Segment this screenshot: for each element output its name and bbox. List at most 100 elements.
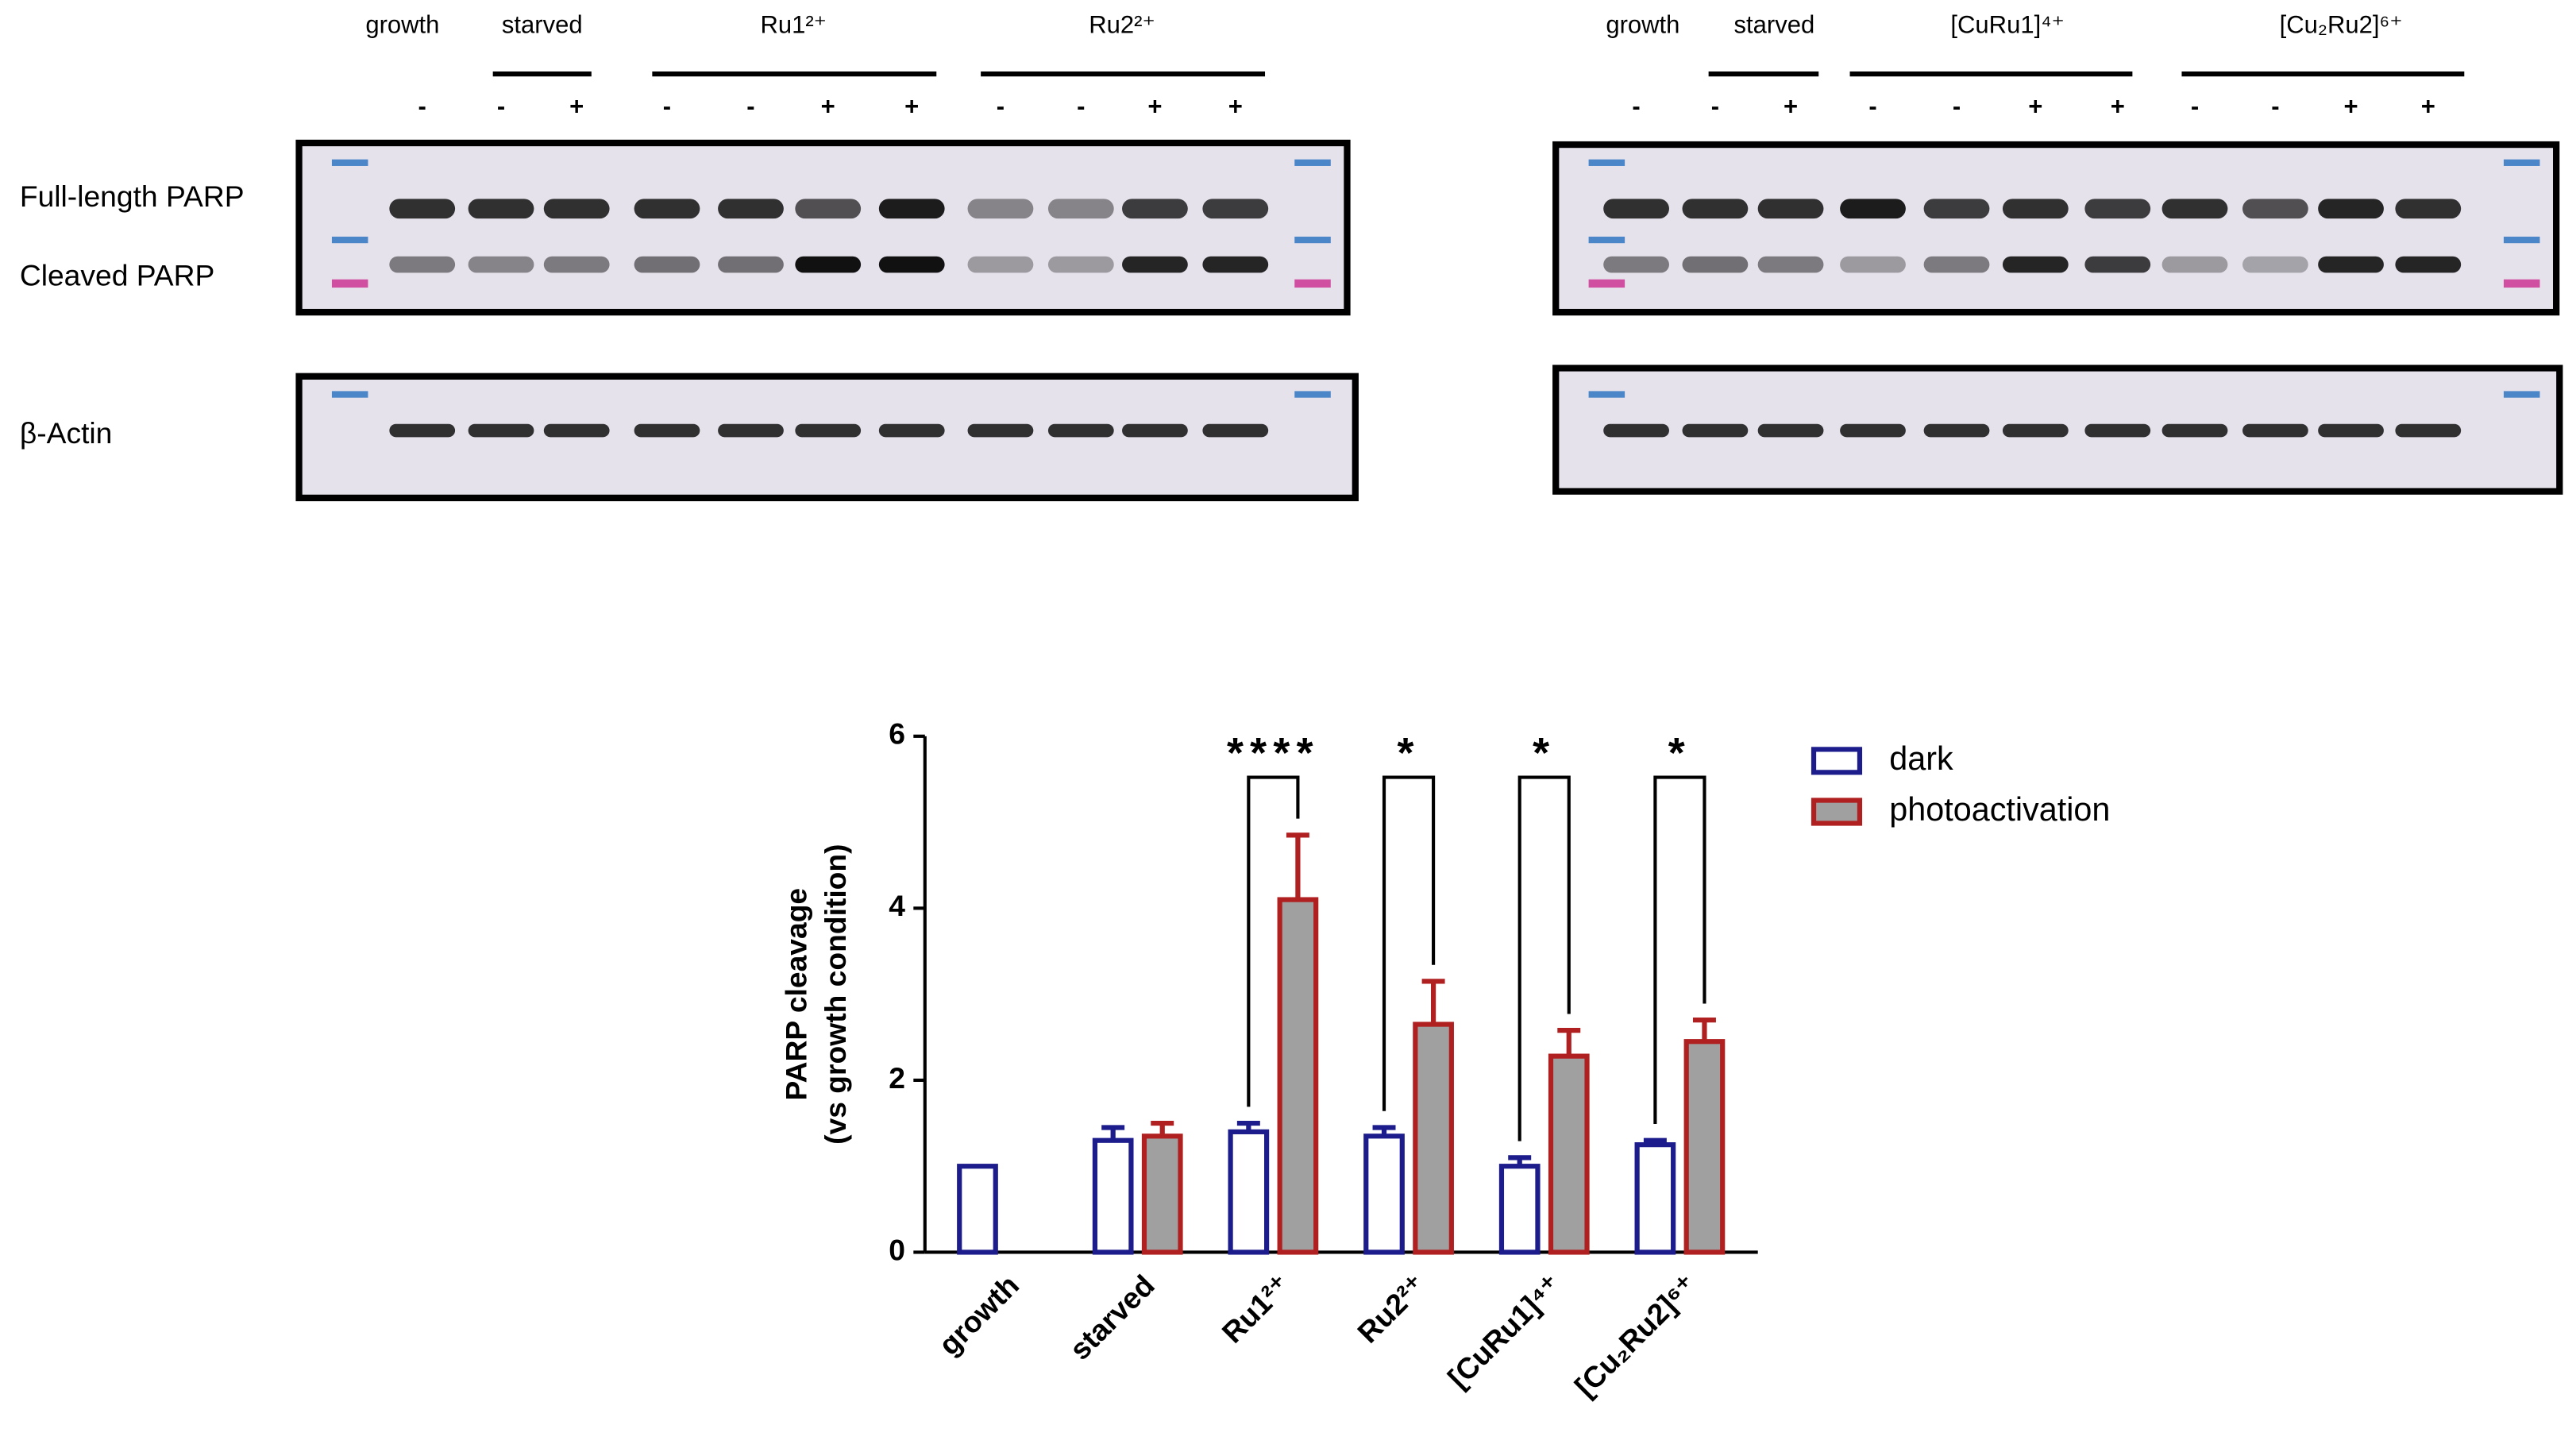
band (1757, 423, 1824, 438)
legend-swatch (1811, 798, 1863, 826)
lane-sign: - (1953, 93, 1961, 121)
x-tick-label: growth (932, 1269, 1025, 1361)
group-label: growth (1606, 10, 1679, 38)
lane-sign: - (2191, 93, 2199, 121)
band (718, 423, 784, 438)
band (1122, 423, 1188, 438)
band (634, 423, 700, 438)
band (634, 199, 700, 219)
band (2395, 199, 2462, 219)
band (1122, 256, 1188, 273)
left-blot (295, 139, 1359, 501)
band (1682, 423, 1749, 438)
error-bar (1692, 1018, 1716, 1042)
lane-sign: + (2421, 93, 2435, 121)
lane-sign: - (1868, 93, 1876, 121)
error-bar (1236, 1120, 1260, 1132)
group-label: growth (365, 10, 439, 38)
ladder-band (1588, 391, 1625, 398)
bar (1363, 1134, 1405, 1255)
lane-sign: - (1632, 93, 1640, 121)
band (2318, 423, 2384, 438)
ladder-band (2503, 236, 2540, 244)
lane-sign: + (821, 93, 835, 121)
lane-sign: + (569, 93, 584, 121)
band (2002, 199, 2069, 219)
x-tick-label: Ru2²⁺ (1351, 1269, 1432, 1350)
band (2084, 199, 2151, 219)
bar (957, 1164, 998, 1255)
band (1682, 199, 1749, 219)
band (718, 199, 784, 219)
error-bar (1421, 979, 1445, 1025)
band (2318, 199, 2384, 219)
group-label: starved (502, 10, 583, 38)
lane-sign: - (418, 93, 426, 121)
bar (1634, 1142, 1676, 1255)
band (389, 199, 456, 219)
band (1122, 199, 1188, 219)
band (1840, 199, 1906, 219)
band (468, 199, 534, 219)
y-tick-label: 0 (889, 1233, 905, 1266)
band (2395, 423, 2462, 438)
band (2084, 256, 2151, 273)
significance-bracket (1382, 775, 1436, 1111)
lane-sign: - (1711, 93, 1719, 121)
bar (1277, 897, 1319, 1255)
band (543, 256, 610, 273)
ladder-band (1294, 159, 1331, 166)
group-label: starved (1734, 10, 1815, 38)
ladder-band (2503, 391, 2540, 398)
band (2002, 256, 2069, 273)
bar (1228, 1129, 1270, 1255)
ladder-band (1294, 391, 1331, 398)
band (1603, 423, 1669, 438)
significance-label: * (1668, 729, 1691, 777)
band (2242, 423, 2308, 438)
lane-sign: + (904, 93, 919, 121)
band (1923, 199, 1990, 219)
band (1757, 199, 1824, 219)
legend-swatch (1811, 747, 1863, 775)
band (1923, 256, 1990, 273)
band (878, 199, 945, 219)
ladder-band (1588, 236, 1625, 244)
bar (1548, 1053, 1590, 1255)
lane-sign: - (746, 93, 754, 121)
lane-sign: + (2028, 93, 2042, 121)
bar (1413, 1022, 1454, 1255)
ladder-band (2503, 159, 2540, 166)
band (1682, 256, 1749, 273)
band (878, 256, 945, 273)
significance-bracket (1517, 775, 1571, 1141)
error-bar (1286, 832, 1309, 900)
row-label: Cleaved PARP (20, 258, 214, 292)
band (1047, 423, 1114, 438)
lane-sign: + (1228, 93, 1243, 121)
band (2002, 423, 2069, 438)
band (2084, 423, 2151, 438)
band (1047, 256, 1114, 273)
band (1202, 256, 1269, 273)
ladder-band (331, 391, 368, 398)
band (2161, 256, 2228, 273)
x-tick-label: starved (1063, 1269, 1161, 1366)
ladder-band (1294, 279, 1331, 288)
lane-sign: + (2111, 93, 2125, 121)
band (1840, 256, 1906, 273)
significance-label: * (1397, 729, 1420, 777)
row-label: Full-length PARP (20, 180, 245, 213)
significance-label: **** (1227, 729, 1320, 777)
significance-label: * (1533, 729, 1556, 777)
group-label: Ru1²⁺ (760, 10, 827, 38)
band (634, 256, 700, 273)
error-bar (1508, 1155, 1532, 1167)
significance-bracket (1653, 775, 1706, 1125)
group-label: [Cu₂Ru2]⁶⁺ (2280, 10, 2403, 38)
y-tick-label: 2 (889, 1061, 905, 1095)
band (1047, 199, 1114, 219)
lane-sign: + (1147, 93, 1162, 121)
band (1603, 199, 1669, 219)
error-bar (1151, 1120, 1174, 1137)
